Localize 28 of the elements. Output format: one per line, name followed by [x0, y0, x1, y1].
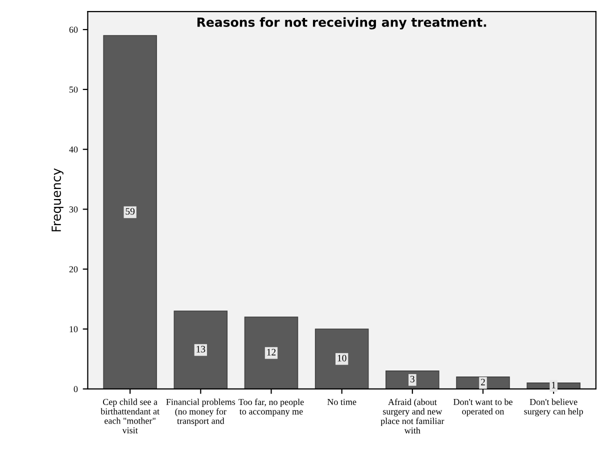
y-tick-label: 50: [70, 86, 78, 93]
y-tick-label: 40: [69, 146, 78, 153]
y-tick-label: 0: [74, 386, 78, 392]
x-tick-label: Financial problems (no money for transport and: [166, 398, 236, 426]
x-tick-label: Don't want to be operated on: [453, 398, 512, 416]
x-tick-label: Don't believe surgery can help: [524, 398, 583, 416]
chart-title: Reasons for not receiving any treatment.: [197, 17, 486, 30]
x-tick-label: Cep child see a birthattendant at each "mother" visit: [100, 398, 160, 434]
data-label: 10: [338, 354, 346, 362]
data-label: 1: [552, 382, 556, 388]
bar: [174, 310, 228, 389]
x-tick-label: No time: [327, 398, 356, 405]
bar: [386, 370, 440, 389]
data-label: 13: [196, 346, 206, 352]
x-tick-label: Afraid (about surgery and new place not familiar with: [380, 398, 444, 434]
bar: [103, 35, 157, 389]
data-label: 12: [267, 348, 276, 356]
bar: [314, 328, 369, 389]
y-tick-label: 20: [69, 266, 78, 272]
bar: [244, 316, 298, 389]
data-label: 3: [410, 376, 414, 382]
y-axis-title: Frequency: [52, 168, 64, 232]
data-label: 59: [126, 208, 135, 215]
y-tick-label: 10: [70, 326, 78, 332]
x-tick-label: Too far, no people to accompany me: [238, 398, 304, 416]
y-tick-label: 30: [69, 206, 78, 212]
data-label: 2: [480, 378, 485, 386]
y-tick-label: 60: [69, 26, 78, 33]
